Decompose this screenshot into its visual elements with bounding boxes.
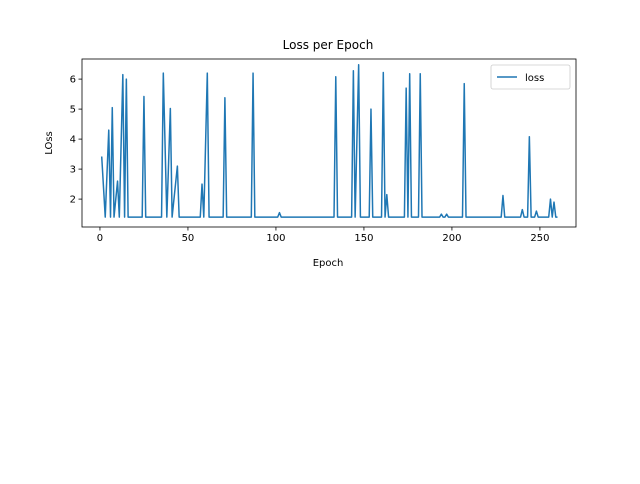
y-axis-label: LOss xyxy=(44,131,55,155)
y-tick-label: 3 xyxy=(70,165,76,176)
loss-line xyxy=(100,63,558,218)
legend-label: loss xyxy=(525,73,544,84)
y-tick-label: 6 xyxy=(70,75,76,86)
chart-title: Loss per Epoch xyxy=(283,38,374,52)
y-tick-label: 4 xyxy=(70,135,76,146)
x-tick-label: 50 xyxy=(182,233,195,244)
y-tick-label: 5 xyxy=(70,105,76,116)
y-tick-label: 2 xyxy=(70,195,76,206)
x-tick-label: 200 xyxy=(442,233,461,244)
x-tick-label: 0 xyxy=(97,233,103,244)
x-axis-label: Epoch xyxy=(313,258,344,269)
x-tick-label: 150 xyxy=(354,233,373,244)
x-tick-label: 100 xyxy=(266,233,285,244)
plot-frame xyxy=(81,58,577,228)
x-tick-label: 250 xyxy=(530,233,549,244)
legend-box xyxy=(490,64,571,90)
